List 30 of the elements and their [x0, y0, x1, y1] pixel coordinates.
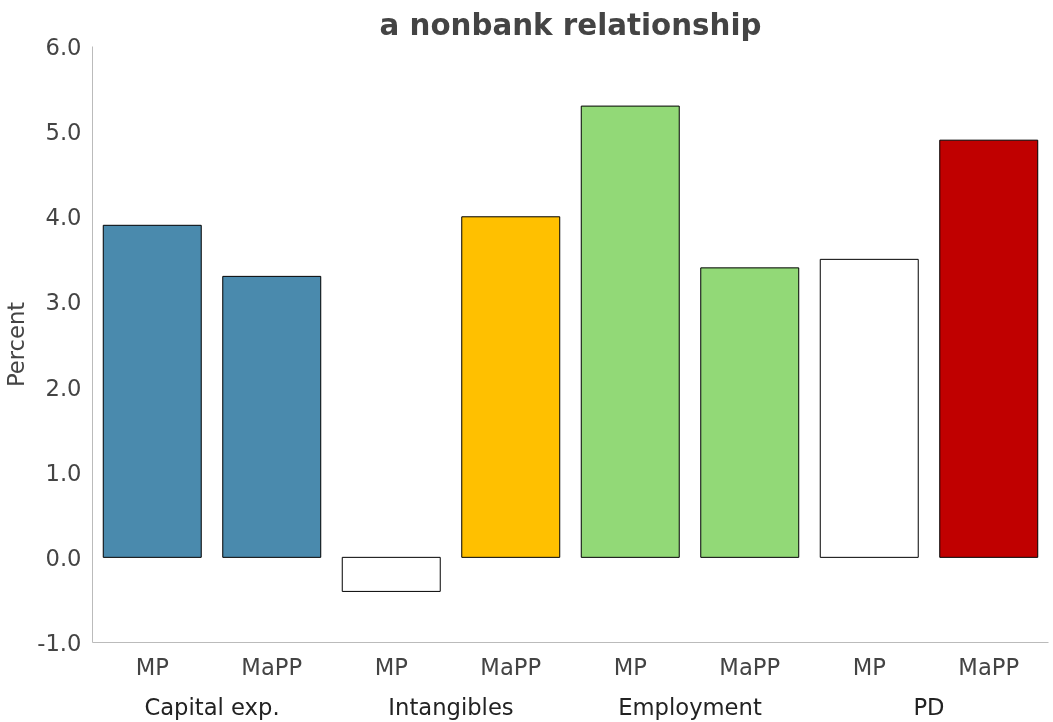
x-tick-label: MP: [135, 653, 169, 680]
x-tick-label: MP: [852, 653, 886, 680]
x-tick-label: MP: [374, 653, 408, 680]
y-tick-label: 2.0: [45, 374, 82, 401]
chart-title: a nonbank relationship: [379, 7, 762, 42]
bar: [341, 556, 441, 592]
bar: [580, 105, 680, 558]
x-tick-label: MaPP: [480, 653, 542, 680]
y-tick-label: 3.0: [45, 289, 82, 316]
text: Capital exp.: [144, 693, 280, 720]
bar: [939, 139, 1039, 558]
text: PD: [913, 693, 945, 720]
y-tick-label: 4.0: [45, 204, 82, 231]
x-tick-label: MaPP: [719, 653, 781, 680]
text: Intangibles: [388, 693, 514, 720]
bar: [102, 224, 202, 558]
text: Employment: [618, 693, 762, 720]
y-tick-label: -1.0: [37, 630, 82, 656]
y-tick-label: 6.0: [45, 34, 82, 60]
x-tick-label: MaPP: [958, 653, 1020, 680]
bar: [461, 216, 561, 558]
y-tick-label: 1.0: [45, 459, 82, 486]
x-tick-label: MaPP: [241, 653, 303, 680]
bar: [222, 275, 322, 558]
bar: [819, 258, 919, 558]
bar: [700, 267, 800, 558]
x-tick-label: MP: [613, 653, 647, 680]
y-tick-label: 0.0: [45, 544, 82, 571]
y-axis-title: Percent: [3, 301, 30, 388]
y-tick-label: 5.0: [45, 119, 82, 146]
